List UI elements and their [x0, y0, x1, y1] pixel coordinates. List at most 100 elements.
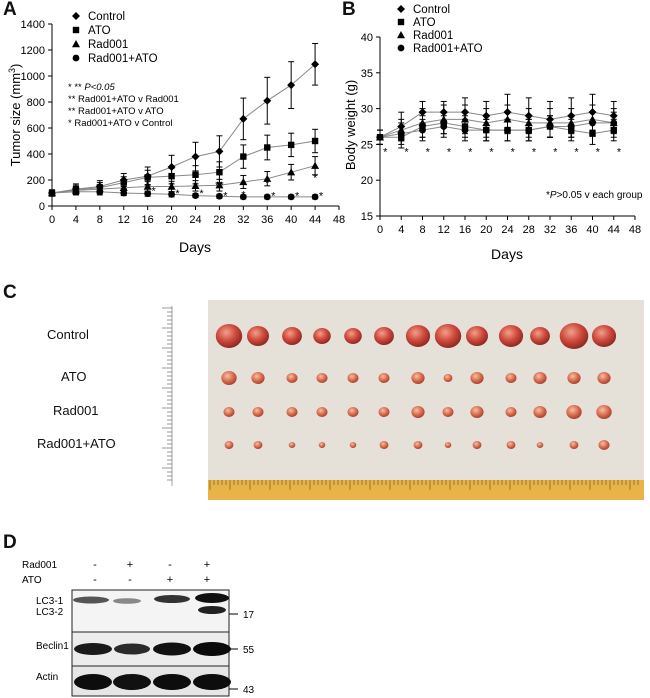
significance-star: *: [152, 185, 157, 197]
beclin1-bands: [74, 642, 231, 656]
data-point: [143, 182, 152, 190]
x-tick-label: 40: [586, 224, 598, 236]
tumor-specimen: [253, 441, 263, 449]
tumor-size-chart: 0 4 8 12 16 20 24 28 32 36 40 44 4802004006008001000…: [7, 11, 345, 255]
legend-entry: ATO: [72, 25, 111, 37]
marker-label-17: 17: [243, 610, 255, 621]
x-tick-label: 4: [398, 224, 404, 236]
tumor-specimen: [569, 441, 579, 449]
data-point: [144, 190, 152, 198]
legend-entry: ATO: [397, 17, 436, 29]
ruler-vertical-ticks: [162, 307, 172, 481]
legend-marker: [72, 40, 80, 48]
data-point: [311, 60, 320, 69]
tumor-specimen: [443, 374, 453, 382]
x-tick-label: 12: [438, 224, 450, 236]
legend-label: Rad001+ATO: [413, 43, 483, 55]
panel-letter-c: C: [3, 282, 17, 303]
tumor-specimen: [316, 407, 328, 417]
significance-star: *: [489, 147, 494, 159]
y-tick-label: 30: [361, 104, 373, 116]
significance-star: *: [468, 147, 473, 159]
tumor-specimen: [405, 325, 431, 347]
significance-star: *: [319, 191, 324, 203]
tumor-specimen: [318, 442, 326, 448]
x-tick-label: 16: [459, 224, 471, 236]
y-tick-label: 0: [39, 201, 45, 213]
tumor-specimen: [411, 406, 425, 418]
significance-star: *: [532, 147, 537, 159]
x-axis-label: Days: [491, 246, 523, 262]
y-tick-label: 1000: [21, 71, 45, 83]
data-point: [239, 114, 248, 123]
legend-entry: Control: [72, 11, 125, 23]
legend-entry: Rad001: [72, 39, 128, 51]
annotation-line: ** Rad001+ATO v ATO: [68, 106, 164, 117]
x-tick-label: 16: [142, 214, 154, 226]
legend-label: Control: [413, 4, 450, 16]
significance-star: *: [426, 147, 431, 159]
significance-star: *: [193, 180, 198, 192]
significance-star: *: [553, 147, 558, 159]
data-point: [525, 126, 533, 134]
row-label-ato: ATO: [61, 369, 87, 384]
significance-star: *: [404, 147, 409, 159]
treatment-sign: -: [93, 559, 97, 571]
data-point: [263, 193, 271, 201]
legend-label: ATO: [88, 25, 111, 37]
tumor-specimen: [223, 407, 235, 417]
tumor-specimen: [252, 407, 264, 417]
x-tick-label: 8: [97, 214, 103, 226]
tumor-specimen: [559, 323, 589, 349]
data-point: [191, 181, 200, 190]
treatment-sign: -: [168, 559, 172, 571]
data-point: [376, 133, 384, 141]
legend-entry: Control: [397, 4, 450, 16]
tumor-specimen: [470, 406, 484, 418]
tumor-specimen: [247, 326, 269, 346]
significance-star: *: [265, 178, 270, 190]
tumor-specimen: [378, 373, 390, 383]
tumor-specimen: [413, 441, 423, 449]
legend-entry: Rad001: [397, 30, 453, 42]
treatment-sign: -: [93, 574, 97, 586]
legend-label: Rad001+ATO: [88, 53, 158, 65]
tumor-specimen: [498, 325, 524, 347]
treatment-label-rad001: Rad001: [22, 560, 57, 571]
y-tick-label: 35: [361, 68, 373, 80]
annotation-line: * Rad001+ATO v Control: [68, 118, 172, 129]
tumor-specimen: [536, 442, 544, 448]
legend-marker: [397, 18, 405, 26]
tumor-specimen: [596, 405, 612, 419]
tumor-specimen: [215, 324, 243, 348]
data-point: [311, 161, 320, 169]
data-point: [397, 130, 405, 138]
tumor-specimen: [470, 372, 484, 384]
y-tick-label: 20: [361, 175, 373, 187]
data-point: [120, 179, 127, 186]
tumor-specimen: [533, 372, 547, 384]
data-point: [215, 181, 224, 189]
western-blot: Rad001 ATO - + - + - - + + LC3-1 LC3-2 17 Becli…: [22, 559, 255, 697]
significance-star: *: [146, 179, 151, 191]
legend-entry: Rad001+ATO: [397, 43, 483, 55]
data-point: [167, 182, 176, 190]
significance-star: *: [447, 147, 452, 159]
data-point: [610, 119, 618, 127]
x-axis-label: Days: [179, 239, 211, 255]
y-tick-label: 800: [27, 97, 45, 109]
x-tick-label: 48: [333, 214, 345, 226]
y-tick-label: 1200: [21, 45, 45, 57]
blot-label-beclin1: Beclin1: [36, 641, 69, 652]
treatment-sign: +: [204, 559, 210, 571]
panel-letter-d: D: [3, 532, 17, 553]
significance-star: *: [596, 147, 601, 159]
data-point: [239, 193, 247, 201]
series-line: [51, 140, 316, 194]
data-point: [96, 188, 104, 196]
blot-label-lc3-1: LC3-1: [36, 596, 64, 607]
x-tick-label: 8: [419, 224, 425, 236]
tumor-specimen: [442, 407, 454, 417]
legend-marker: [397, 44, 405, 52]
treatment-label-ato: ATO: [22, 575, 42, 586]
